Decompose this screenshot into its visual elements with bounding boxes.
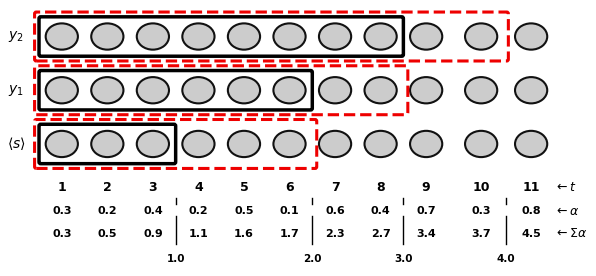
- Ellipse shape: [365, 131, 397, 157]
- Text: 2.3: 2.3: [325, 229, 345, 238]
- Text: 4.5: 4.5: [522, 229, 541, 238]
- Ellipse shape: [228, 23, 260, 50]
- Ellipse shape: [91, 131, 123, 157]
- Text: 0.5: 0.5: [234, 206, 254, 216]
- Text: 7: 7: [331, 181, 340, 194]
- Ellipse shape: [465, 23, 497, 50]
- Text: $\leftarrow \Sigma\alpha$: $\leftarrow \Sigma\alpha$: [554, 227, 588, 240]
- Text: 1.7: 1.7: [280, 229, 299, 238]
- Text: 0.1: 0.1: [280, 206, 299, 216]
- Text: 11: 11: [522, 181, 540, 194]
- Ellipse shape: [410, 23, 442, 50]
- Text: 2.7: 2.7: [371, 229, 390, 238]
- Ellipse shape: [91, 23, 123, 50]
- Text: 0.9: 0.9: [143, 229, 163, 238]
- Text: 6: 6: [285, 181, 294, 194]
- Text: 9: 9: [422, 181, 430, 194]
- Text: 0.2: 0.2: [98, 206, 117, 216]
- Text: 0.7: 0.7: [417, 206, 436, 216]
- Text: 0.8: 0.8: [522, 206, 541, 216]
- Ellipse shape: [46, 77, 78, 104]
- Ellipse shape: [410, 77, 442, 104]
- Text: 1: 1: [57, 181, 66, 194]
- Ellipse shape: [515, 23, 547, 50]
- Text: 8: 8: [376, 181, 385, 194]
- Ellipse shape: [182, 131, 215, 157]
- Ellipse shape: [136, 131, 169, 157]
- Ellipse shape: [365, 23, 397, 50]
- Text: 5: 5: [240, 181, 249, 194]
- Text: 0.3: 0.3: [52, 206, 72, 216]
- Ellipse shape: [228, 131, 260, 157]
- Ellipse shape: [410, 131, 442, 157]
- Text: 1.0: 1.0: [166, 254, 185, 264]
- Ellipse shape: [46, 23, 78, 50]
- Ellipse shape: [465, 77, 497, 104]
- Text: $\leftarrow \alpha$: $\leftarrow \alpha$: [554, 205, 580, 218]
- Text: 4: 4: [194, 181, 203, 194]
- Text: $\langle s\rangle$: $\langle s\rangle$: [7, 136, 26, 152]
- Ellipse shape: [319, 23, 351, 50]
- Text: 10: 10: [473, 181, 490, 194]
- Ellipse shape: [91, 77, 123, 104]
- Ellipse shape: [319, 77, 351, 104]
- Text: 2: 2: [103, 181, 111, 194]
- Text: 0.3: 0.3: [52, 229, 72, 238]
- Text: 3.0: 3.0: [394, 254, 412, 264]
- Ellipse shape: [274, 77, 306, 104]
- Text: 4.0: 4.0: [497, 254, 516, 264]
- Text: 0.6: 0.6: [325, 206, 345, 216]
- Ellipse shape: [515, 77, 547, 104]
- Text: $\leftarrow t$: $\leftarrow t$: [554, 181, 577, 194]
- Text: $y_2$: $y_2$: [8, 29, 24, 44]
- Ellipse shape: [465, 131, 497, 157]
- Ellipse shape: [319, 131, 351, 157]
- Text: 3.4: 3.4: [416, 229, 436, 238]
- Text: 1.1: 1.1: [188, 229, 209, 238]
- Ellipse shape: [182, 77, 215, 104]
- Ellipse shape: [228, 77, 260, 104]
- Text: 0.4: 0.4: [143, 206, 163, 216]
- Text: 0.2: 0.2: [188, 206, 208, 216]
- Text: 0.4: 0.4: [371, 206, 390, 216]
- Text: 0.5: 0.5: [98, 229, 117, 238]
- Text: 2.0: 2.0: [303, 254, 322, 264]
- Ellipse shape: [515, 131, 547, 157]
- Ellipse shape: [182, 23, 215, 50]
- Text: 1.6: 1.6: [234, 229, 254, 238]
- Ellipse shape: [365, 77, 397, 104]
- Ellipse shape: [136, 77, 169, 104]
- Ellipse shape: [46, 131, 78, 157]
- Text: $y_1$: $y_1$: [8, 83, 24, 98]
- Ellipse shape: [274, 131, 306, 157]
- Text: 3: 3: [148, 181, 157, 194]
- Text: 3.7: 3.7: [471, 229, 491, 238]
- Text: 0.3: 0.3: [471, 206, 491, 216]
- Ellipse shape: [274, 23, 306, 50]
- Ellipse shape: [136, 23, 169, 50]
